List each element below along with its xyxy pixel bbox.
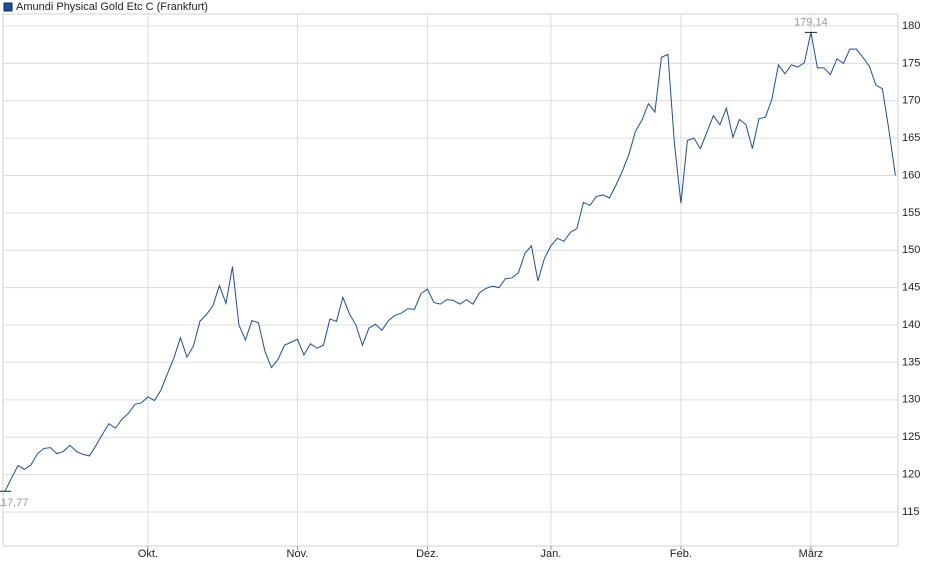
- legend-swatch: [3, 2, 13, 12]
- x-tick-label: Dez.: [416, 548, 439, 560]
- x-tick-label: März: [799, 548, 823, 560]
- x-tick-label: Nov.: [287, 548, 309, 560]
- x-tick-label: Feb.: [670, 548, 692, 560]
- y-tick-label: 140: [902, 319, 920, 331]
- extreme-label: 117,77: [0, 497, 28, 509]
- y-tick-label: 175: [902, 57, 920, 69]
- y-tick-label: 115: [902, 506, 920, 518]
- y-tick-label: 135: [902, 356, 920, 368]
- series-line: [4, 32, 896, 492]
- y-tick-label: 145: [902, 282, 920, 294]
- legend-label: Amundi Physical Gold Etc C (Frankfurt): [16, 1, 208, 13]
- y-tick-label: 155: [902, 207, 920, 219]
- y-tick-label: 130: [902, 394, 920, 406]
- x-tick-label: Okt.: [138, 548, 158, 560]
- x-tick-label: Jan.: [541, 548, 562, 560]
- y-tick-label: 125: [902, 431, 920, 443]
- y-tick-label: 160: [902, 169, 920, 181]
- y-tick-label: 170: [902, 95, 920, 107]
- extreme-label: 179,14: [794, 16, 828, 28]
- y-tick-label: 150: [902, 244, 920, 256]
- y-tick-label: 165: [902, 132, 920, 144]
- y-tick-label: 180: [902, 20, 920, 32]
- y-tick-label: 120: [902, 468, 920, 480]
- plot-frame: [2, 13, 899, 547]
